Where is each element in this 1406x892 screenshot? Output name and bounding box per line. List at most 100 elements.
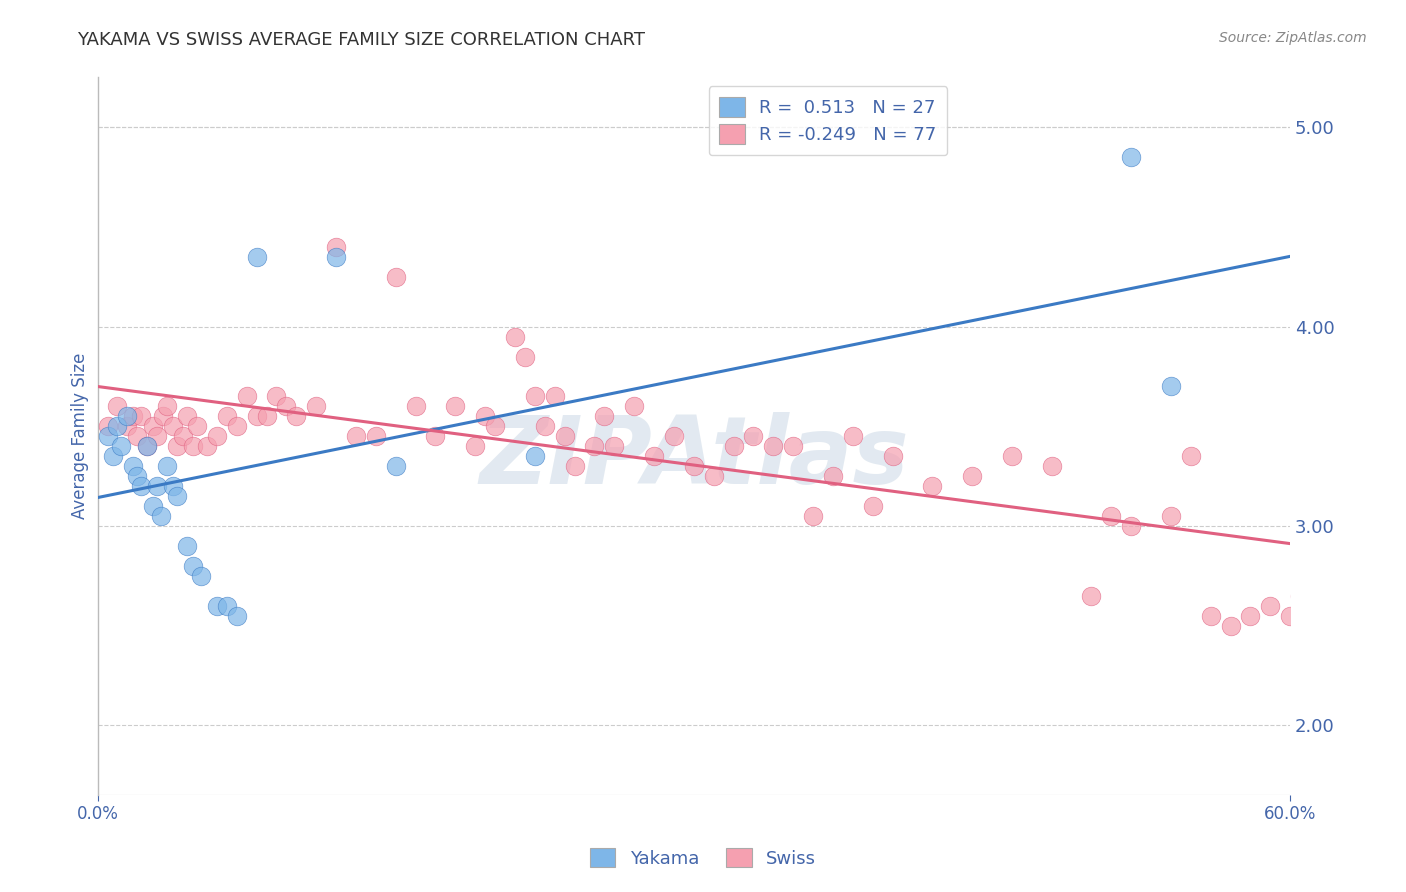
Point: [96, 429, 118, 443]
Point: [464, 439, 486, 453]
Point: [107, 419, 129, 434]
Point: [186, 419, 208, 434]
Point: [162, 419, 184, 434]
Point: [117, 409, 139, 424]
Point: [484, 419, 506, 434]
Point: [503, 329, 526, 343]
Point: [921, 479, 943, 493]
Point: [127, 469, 149, 483]
Point: [364, 429, 387, 443]
Point: [305, 400, 328, 414]
Point: [325, 240, 347, 254]
Point: [266, 389, 288, 403]
Point: [256, 409, 278, 424]
Point: [176, 409, 198, 424]
Point: [1289, 589, 1312, 603]
Point: [1001, 449, 1024, 463]
Point: [1160, 508, 1182, 523]
Point: [1080, 589, 1102, 603]
Point: [1279, 608, 1302, 623]
Point: [285, 409, 308, 424]
Point: [152, 409, 174, 424]
Point: [103, 449, 125, 463]
Point: [842, 429, 865, 443]
Legend: Yakama, Swiss: Yakama, Swiss: [579, 837, 827, 879]
Point: [136, 439, 159, 453]
Point: [195, 439, 218, 453]
Text: Source: ZipAtlas.com: Source: ZipAtlas.com: [1219, 31, 1367, 45]
Point: [181, 439, 204, 453]
Point: [384, 459, 406, 474]
Point: [156, 400, 179, 414]
Point: [142, 499, 165, 513]
Point: [782, 439, 804, 453]
Text: ZIPAtlas: ZIPAtlas: [479, 412, 908, 504]
Legend: R =  0.513   N = 27, R = -0.249   N = 77: R = 0.513 N = 27, R = -0.249 N = 77: [709, 87, 948, 155]
Point: [960, 469, 983, 483]
Point: [129, 479, 152, 493]
Point: [146, 479, 169, 493]
Point: [150, 508, 173, 523]
Point: [136, 439, 159, 453]
Point: [190, 569, 212, 583]
Point: [564, 459, 586, 474]
Point: [325, 250, 347, 264]
Point: [662, 429, 685, 443]
Point: [146, 429, 169, 443]
Point: [225, 419, 247, 434]
Point: [107, 400, 129, 414]
Point: [821, 469, 844, 483]
Point: [544, 389, 567, 403]
Point: [1121, 150, 1143, 164]
Point: [554, 429, 576, 443]
Point: [129, 409, 152, 424]
Point: [245, 250, 267, 264]
Point: [425, 429, 447, 443]
Point: [1040, 459, 1063, 474]
Point: [1219, 618, 1241, 632]
Point: [181, 558, 204, 573]
Point: [801, 508, 824, 523]
Point: [474, 409, 496, 424]
Point: [205, 599, 228, 613]
Point: [205, 429, 228, 443]
Point: [110, 439, 132, 453]
Point: [166, 489, 188, 503]
Point: [593, 409, 616, 424]
Point: [235, 389, 257, 403]
Y-axis label: Average Family Size: Average Family Size: [72, 353, 89, 519]
Point: [276, 400, 298, 414]
Point: [862, 499, 884, 513]
Point: [623, 400, 645, 414]
Point: [245, 409, 267, 424]
Point: [762, 439, 785, 453]
Point: [533, 419, 555, 434]
Point: [215, 409, 238, 424]
Point: [176, 539, 198, 553]
Point: [1121, 519, 1143, 533]
Point: [1160, 379, 1182, 393]
Point: [1099, 508, 1122, 523]
Point: [344, 429, 367, 443]
Point: [215, 599, 238, 613]
Point: [1199, 608, 1222, 623]
Point: [122, 409, 145, 424]
Point: [603, 439, 626, 453]
Point: [405, 400, 427, 414]
Point: [162, 479, 184, 493]
Point: [703, 469, 725, 483]
Point: [127, 429, 149, 443]
Point: [523, 389, 546, 403]
Point: [583, 439, 606, 453]
Point: [723, 439, 745, 453]
Point: [742, 429, 765, 443]
Point: [1239, 608, 1261, 623]
Point: [643, 449, 665, 463]
Point: [166, 439, 188, 453]
Point: [683, 459, 706, 474]
Point: [122, 459, 145, 474]
Point: [225, 608, 247, 623]
Point: [513, 350, 536, 364]
Point: [142, 419, 165, 434]
Point: [172, 429, 194, 443]
